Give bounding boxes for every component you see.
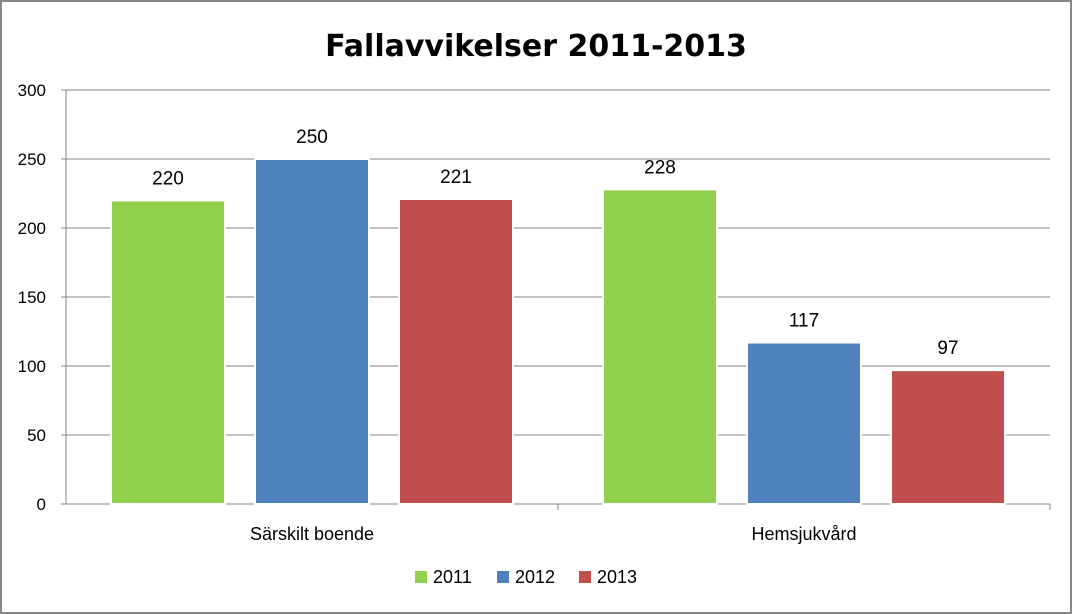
chart-title: Fallavvikelser 2011-2013 [325, 29, 747, 64]
bar-2011-0 [110, 199, 226, 505]
bar-2012-1 [746, 341, 862, 506]
data-labels: 220 250 221 228 117 97 [152, 127, 958, 359]
bar-2012-0 [254, 158, 370, 505]
data-label: 250 [296, 127, 328, 148]
legend-label: 2012 [515, 567, 555, 587]
y-tick-label: 0 [37, 495, 46, 514]
y-tick-label: 250 [18, 150, 46, 169]
bar-2013-1 [890, 369, 1006, 506]
bars [110, 158, 1006, 506]
legend-swatch [497, 571, 509, 583]
axes: 0 50 100 150 200 250 300 Särskilt boende Hemsjuk… [18, 81, 1051, 544]
y-tick-label: 200 [18, 219, 46, 238]
data-label: 220 [152, 168, 184, 189]
y-tick-label: 100 [18, 357, 46, 376]
data-label: 117 [789, 311, 819, 332]
legend-label: 2013 [597, 567, 637, 587]
legend-swatch [579, 571, 591, 583]
data-label: 97 [937, 338, 958, 359]
y-tick-label: 300 [18, 81, 46, 100]
x-category-label: Hemsjukvård [751, 524, 856, 544]
y-tick-label: 50 [27, 426, 46, 445]
x-category-label: Särskilt boende [250, 524, 374, 544]
bar-2013-0 [398, 198, 514, 506]
bar-2011-1 [602, 188, 718, 506]
y-tick-label: 150 [18, 288, 46, 307]
legend: 2011 2012 2013 [415, 567, 637, 587]
legend-label: 2011 [433, 567, 472, 587]
data-label: 228 [644, 157, 676, 178]
data-label: 221 [440, 167, 472, 188]
legend-swatch [415, 571, 427, 583]
